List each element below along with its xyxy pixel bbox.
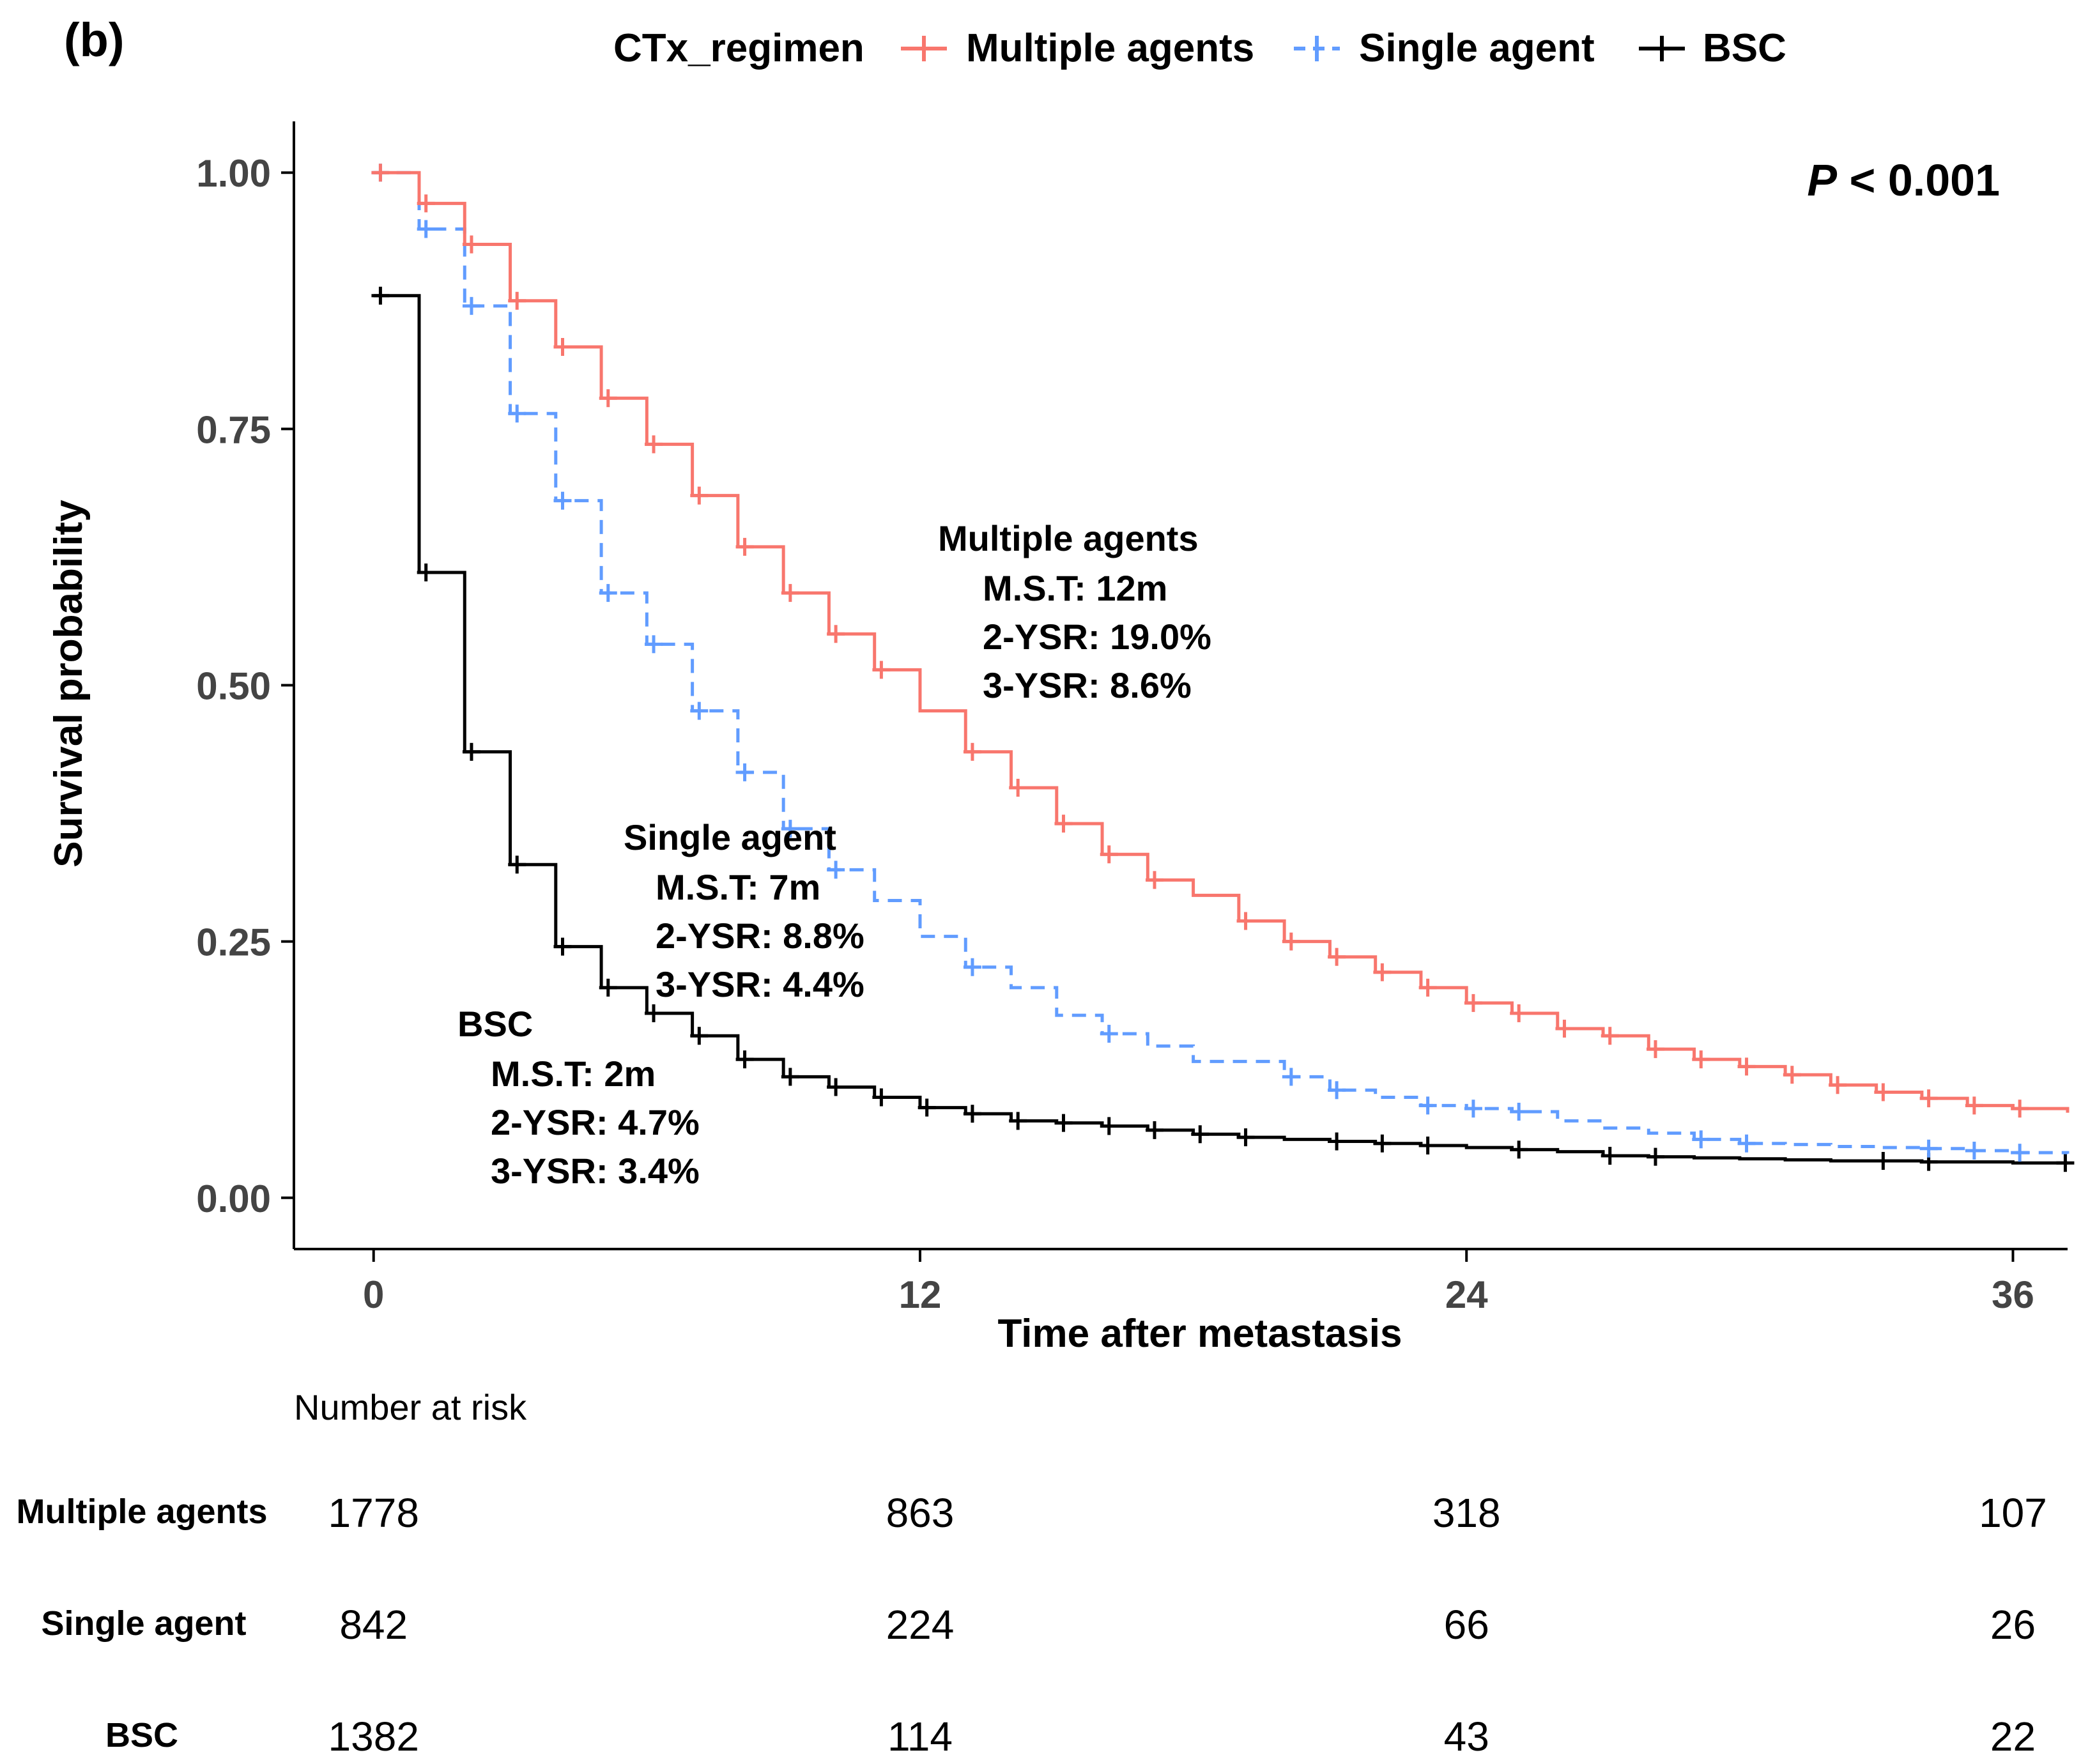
annotation-bsc-mst: M.S.T: 2m [491, 1054, 656, 1094]
risk-row-label: BSC [105, 1716, 178, 1754]
y-axis-label: Survival probability [47, 500, 91, 868]
annotation-single-3ysr: 3-YSR: 4.4% [656, 964, 864, 1004]
risk-row-label: Multiple agents [16, 1492, 267, 1531]
legend-title: CTx_regimen [613, 26, 864, 70]
risk-value: 66 [1444, 1602, 1489, 1648]
annotation-single-2ysr: 2-YSR: 8.8% [656, 916, 864, 956]
y-tick-label: 0.50 [196, 665, 271, 708]
panel-label: (b) [64, 13, 125, 66]
risk-value: 224 [886, 1602, 955, 1648]
p-value: P < 0.001 [1807, 155, 2000, 205]
series-line-bsc [373, 294, 2068, 1165]
risk-value: 318 [1432, 1490, 1501, 1536]
annotation-multiple-mst: M.S.T: 12m [983, 568, 1167, 608]
legend-key-single [1294, 36, 1340, 61]
annotation-multiple-title: Multiple agents [938, 518, 1199, 558]
risk-value: 22 [1990, 1714, 2036, 1760]
legend-key-multiple [901, 36, 947, 61]
risk-table: Multiple agents 1778 863 318 107 Single agent… [16, 1490, 2046, 1760]
x-tick-label: 24 [1445, 1273, 1488, 1316]
annotation-bsc-3ysr: 3-YSR: 3.4% [491, 1151, 700, 1191]
risk-value: 863 [886, 1490, 955, 1536]
y-ticks: 0.00 0.25 0.50 0.75 1.00 [196, 152, 294, 1220]
legend-key-bsc [1639, 36, 1685, 61]
risk-table-title: Number at risk [294, 1387, 527, 1427]
risk-value: 43 [1444, 1714, 1489, 1760]
y-tick-label: 0.75 [196, 408, 271, 451]
annotation-single-mst: M.S.T: 7m [656, 867, 820, 907]
x-tick-label: 0 [363, 1273, 384, 1316]
series-line-multiple-agents [373, 171, 2069, 1113]
annotation-multiple-2ysr: 2-YSR: 19.0% [983, 617, 1211, 657]
x-tick-label: 36 [1992, 1273, 2034, 1316]
legend-label-single: Single agent [1359, 26, 1595, 70]
series-line-single-agent [373, 171, 2069, 1154]
legend: CTx_regimen Multiple agents Single agent… [613, 26, 1786, 70]
p-rest: < 0.001 [1837, 155, 2000, 205]
annotation-bsc: BSC M.S.T: 2m 2-YSR: 4.7% 3-YSR: 3.4% [457, 1004, 700, 1191]
risk-value: 26 [1990, 1602, 2036, 1648]
risk-value: 107 [1979, 1490, 2047, 1536]
y-tick-label: 0.25 [196, 921, 271, 964]
p-letter: P [1807, 155, 1837, 205]
x-axis-label: Time after metastasis [998, 1312, 1402, 1356]
x-ticks: 0 12 24 36 [363, 1249, 2034, 1316]
legend-label-bsc: BSC [1703, 26, 1786, 70]
annotation-multiple-3ysr: 3-YSR: 8.6% [983, 665, 1192, 705]
risk-value: 842 [339, 1602, 408, 1648]
annotation-bsc-2ysr: 2-YSR: 4.7% [491, 1102, 700, 1142]
risk-value: 1382 [328, 1714, 419, 1760]
annotation-single: Single agent M.S.T: 7m 2-YSR: 8.8% 3-YSR… [624, 817, 864, 1004]
annotation-multiple: Multiple agents M.S.T: 12m 2-YSR: 19.0% … [938, 518, 1211, 705]
y-tick-label: 1.00 [196, 152, 271, 195]
risk-value: 114 [887, 1714, 953, 1760]
risk-value: 1778 [328, 1490, 419, 1536]
y-tick-label: 0.00 [196, 1177, 271, 1220]
risk-row-label: Single agent [41, 1604, 246, 1643]
legend-label-multiple: Multiple agents [966, 26, 1254, 70]
annotation-bsc-title: BSC [457, 1004, 533, 1044]
survival-curves [371, 164, 2075, 1172]
x-tick-label: 12 [899, 1273, 942, 1316]
annotation-single-title: Single agent [624, 817, 836, 857]
